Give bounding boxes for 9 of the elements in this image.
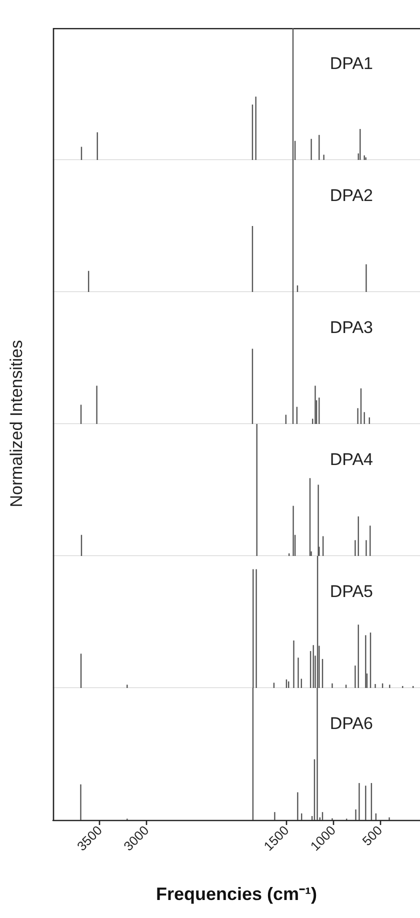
text: DPA6	[330, 714, 374, 733]
text: DPA2	[330, 186, 374, 205]
text: DPA4	[330, 450, 374, 469]
x-axis-title: Frequencies (cm⁻¹)	[156, 884, 318, 904]
y-axis-title: Normalized Intensities	[7, 340, 27, 508]
text: DPA1	[330, 54, 374, 73]
text: DPA3	[330, 318, 374, 337]
text: DPA5	[330, 582, 374, 601]
x-tick-label: 500	[359, 822, 386, 849]
